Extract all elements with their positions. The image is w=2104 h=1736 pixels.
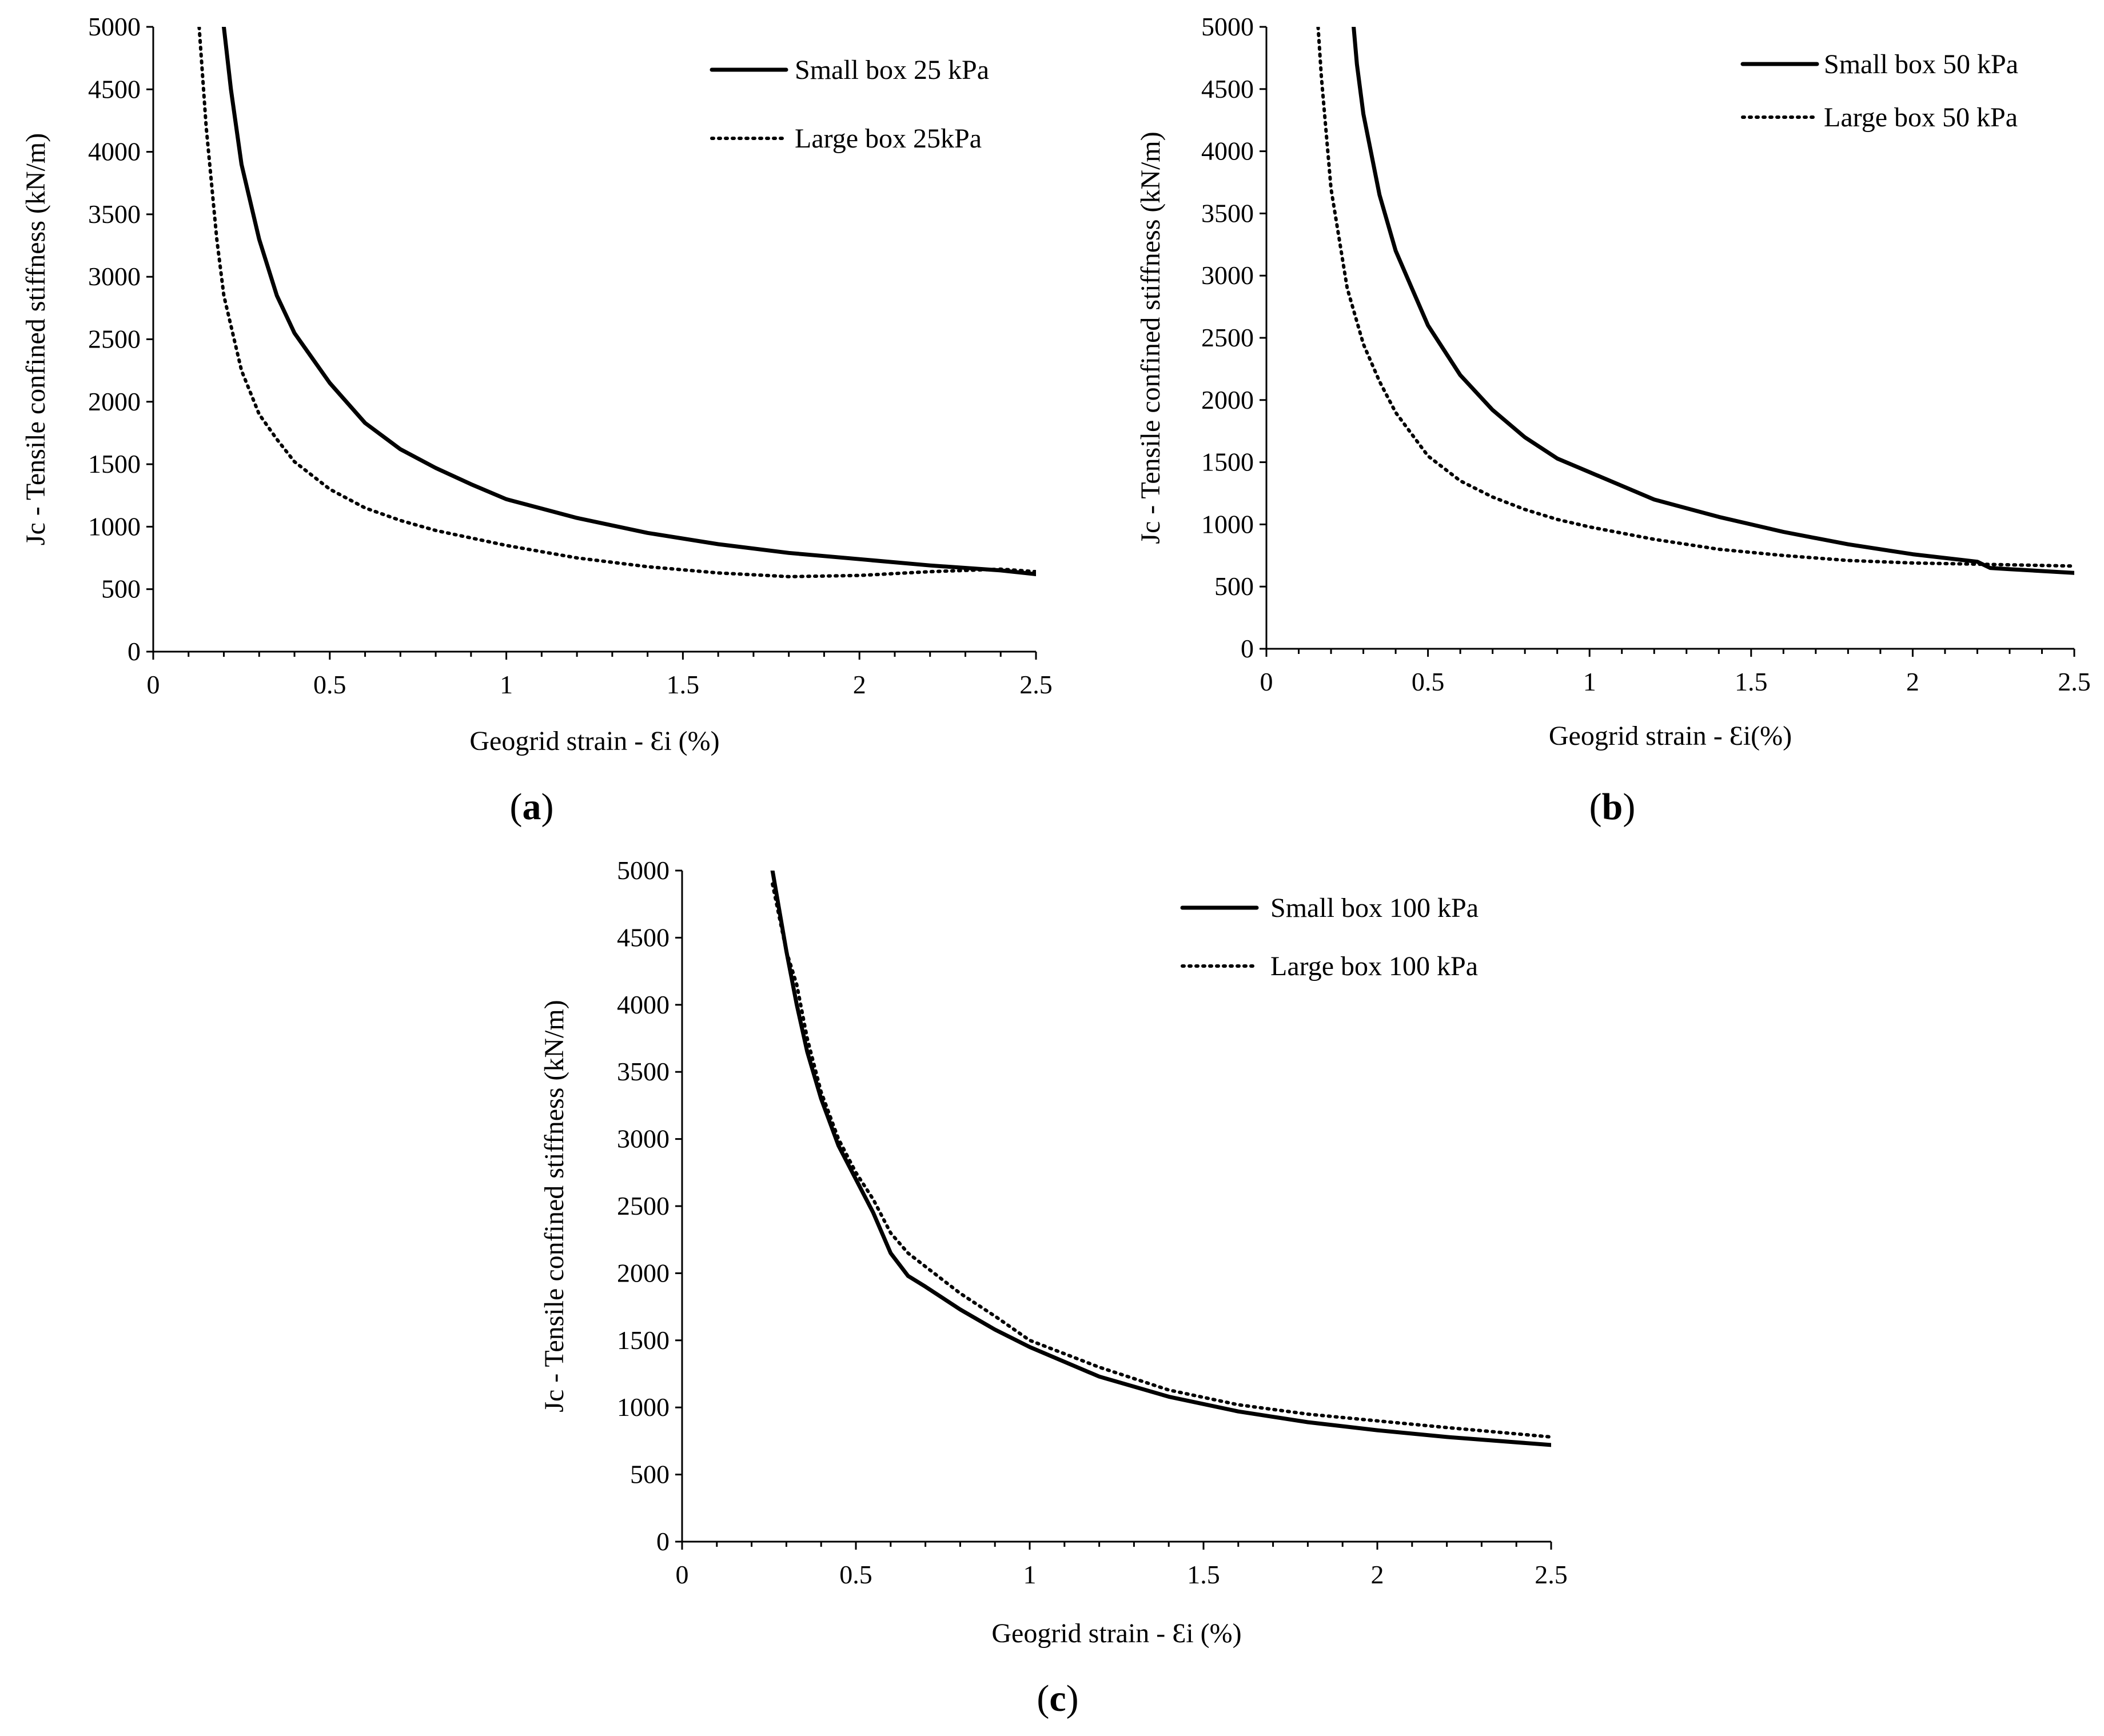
y-tick-label: 4500 — [1201, 74, 1254, 103]
legend-label: Small box 100 kPa — [1270, 893, 1479, 923]
y-tick-label: 4500 — [617, 923, 670, 952]
x-tick-label: 2.5 — [1019, 670, 1053, 699]
y-tick-label: 2000 — [617, 1258, 670, 1287]
x-tick-label: 1.5 — [1187, 1560, 1220, 1589]
y-tick-label: 4000 — [1201, 137, 1254, 166]
y-tick-label: 2500 — [617, 1191, 670, 1220]
x-tick-label: 0.5 — [1412, 667, 1445, 696]
legend-label: Large box 100 kPa — [1270, 951, 1478, 981]
legend-label: Small box 50 kPa — [1824, 49, 2018, 79]
y-tick-label: 500 — [630, 1460, 670, 1489]
y-tick-label: 1000 — [88, 512, 141, 541]
panel-label: (a) — [510, 786, 554, 828]
x-tick-label: 2.5 — [2058, 667, 2091, 696]
x-tick-label: 0 — [147, 670, 160, 699]
y-tick-label: 0 — [1241, 634, 1254, 663]
y-tick-label: 2000 — [88, 387, 141, 416]
y-tick-label: 2000 — [1201, 385, 1254, 414]
x-tick-label: 1 — [1583, 667, 1596, 696]
x-tick-label: 1 — [1023, 1560, 1037, 1589]
chart-panel-c: 0 500 1000 1500 2000 2500 3000 3500 4000 4500 5000… — [539, 856, 1568, 1719]
y-tick-label: 3500 — [1201, 198, 1254, 228]
series-line-small-box — [770, 871, 1551, 1447]
series-line-large-box — [771, 882, 1551, 1439]
chart-panel-b: 0 500 1000 1500 2000 2500 3000 3500 4000 4500 5000… — [1135, 12, 2091, 828]
series-line-large-box — [197, 27, 1036, 578]
y-tick-label: 500 — [1214, 572, 1254, 601]
y-tick-label: 5000 — [617, 856, 670, 885]
panel-label: (c) — [1037, 1678, 1078, 1719]
y-axis-title: Jc - Tensile confined stiffness (kN/m) — [539, 1000, 569, 1412]
series-line-large-box — [1316, 27, 2074, 568]
panel-label: (b) — [1589, 786, 1636, 828]
series-line-small-box — [1352, 27, 2074, 575]
series-line-small-box — [222, 27, 1036, 576]
y-tick-label: 3000 — [1201, 261, 1254, 290]
y-tick-label: 4000 — [88, 137, 141, 166]
y-tick-label: 5000 — [1201, 12, 1254, 41]
y-tick-label: 3500 — [88, 199, 141, 229]
y-tick-label: 5000 — [88, 12, 141, 41]
x-tick-label: 0.5 — [313, 670, 346, 699]
x-axis-title: Geogrid strain - Ɛi(%) — [1549, 721, 1792, 751]
legend-label: Small box 25 kPa — [795, 55, 989, 85]
y-tick-label: 1500 — [617, 1326, 670, 1355]
x-axis-title: Geogrid strain - Ɛi (%) — [991, 1618, 1241, 1649]
y-tick-label: 2500 — [88, 325, 141, 354]
y-tick-label: 1000 — [1201, 509, 1254, 538]
x-tick-label: 2 — [1906, 667, 1919, 696]
x-tick-label: 1.5 — [667, 670, 700, 699]
x-tick-label: 2.5 — [1535, 1560, 1568, 1589]
x-tick-label: 0 — [676, 1560, 689, 1589]
y-tick-label: 1000 — [617, 1392, 670, 1422]
x-axis-title: Geogrid strain - Ɛi (%) — [469, 726, 719, 756]
y-tick-label: 1500 — [1201, 448, 1254, 477]
y-tick-label: 3500 — [617, 1057, 670, 1086]
x-tick-label: 0.5 — [839, 1560, 872, 1589]
x-tick-label: 0 — [1260, 667, 1273, 696]
x-tick-label: 1.5 — [1735, 667, 1768, 696]
legend-label: Large box 25kPa — [795, 123, 982, 154]
y-tick-label: 1500 — [88, 449, 141, 478]
y-tick-label: 0 — [656, 1527, 670, 1556]
y-tick-label: 500 — [101, 574, 141, 604]
y-tick-label: 2500 — [1201, 323, 1254, 352]
x-tick-label: 1 — [500, 670, 513, 699]
y-tick-label: 0 — [127, 637, 141, 666]
x-tick-label: 2 — [1371, 1560, 1384, 1589]
y-axis-title: Jc - Tensile confined stiffness (kN/m) — [1135, 131, 1166, 544]
y-tick-label: 4000 — [617, 990, 670, 1019]
x-tick-label: 2 — [853, 670, 866, 699]
y-axis-title: Jc - Tensile confined stiffness (kN/m) — [21, 133, 51, 545]
chart-panel-a: 0 500 1000 1500 2000 2500 3000 3500 4000 4500 5000… — [21, 12, 1053, 828]
y-tick-label: 3000 — [88, 262, 141, 291]
legend-label: Large box 50 kPa — [1824, 102, 2018, 133]
y-tick-label: 4500 — [88, 74, 141, 103]
y-tick-label: 3000 — [617, 1124, 670, 1154]
